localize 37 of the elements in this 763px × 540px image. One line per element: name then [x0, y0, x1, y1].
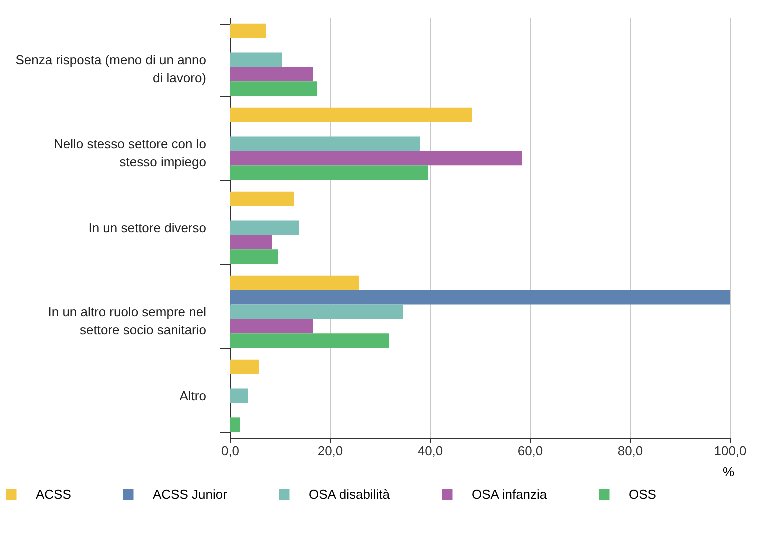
- bar: [230, 334, 389, 348]
- bar: [230, 136, 420, 152]
- bar: [230, 250, 278, 264]
- legend-label: ACSS Junior: [153, 486, 228, 502]
- bar: [230, 304, 404, 320]
- bar: [230, 192, 294, 206]
- bar: [230, 235, 272, 250]
- legend-label: OSS: [629, 486, 657, 502]
- bar: [230, 108, 472, 122]
- y-tick-label: In un altro ruolo sempre nel settore socio sanitario: [48, 304, 207, 338]
- bar: [230, 220, 300, 236]
- legend-label: OSA infanzia: [472, 486, 548, 502]
- bar: [230, 151, 522, 166]
- y-tick-label: Nello stesso settore con lo stesso impiego: [54, 136, 206, 170]
- bar: [230, 319, 314, 334]
- legend-label: ACSS: [36, 486, 72, 502]
- legend-label: OSA disabilità: [309, 486, 391, 502]
- y-tick-label: In un settore diverso: [88, 220, 206, 236]
- y-tick-label: Senza risposta (meno di un anno di lavoro): [16, 52, 206, 86]
- x-tick-label: 60,0: [518, 444, 544, 458]
- bar: [230, 276, 359, 290]
- bar: [230, 24, 266, 38]
- bar: [230, 67, 314, 82]
- bar: [230, 166, 428, 180]
- x-tick-label: 0,0: [221, 444, 240, 458]
- x-tick-label: 100,0: [714, 444, 747, 458]
- x-tick-label: 80,0: [618, 444, 644, 458]
- x-tick-label: 20,0: [318, 444, 344, 458]
- bar: [230, 82, 317, 96]
- x-axis-title: %: [722, 464, 735, 480]
- bar: [230, 52, 282, 68]
- y-tick-label: Altro: [180, 388, 206, 404]
- bar: [230, 388, 248, 404]
- bar: [230, 360, 260, 374]
- x-tick-label: 40,0: [418, 444, 444, 458]
- bar: [230, 418, 240, 432]
- bar: [230, 290, 730, 305]
